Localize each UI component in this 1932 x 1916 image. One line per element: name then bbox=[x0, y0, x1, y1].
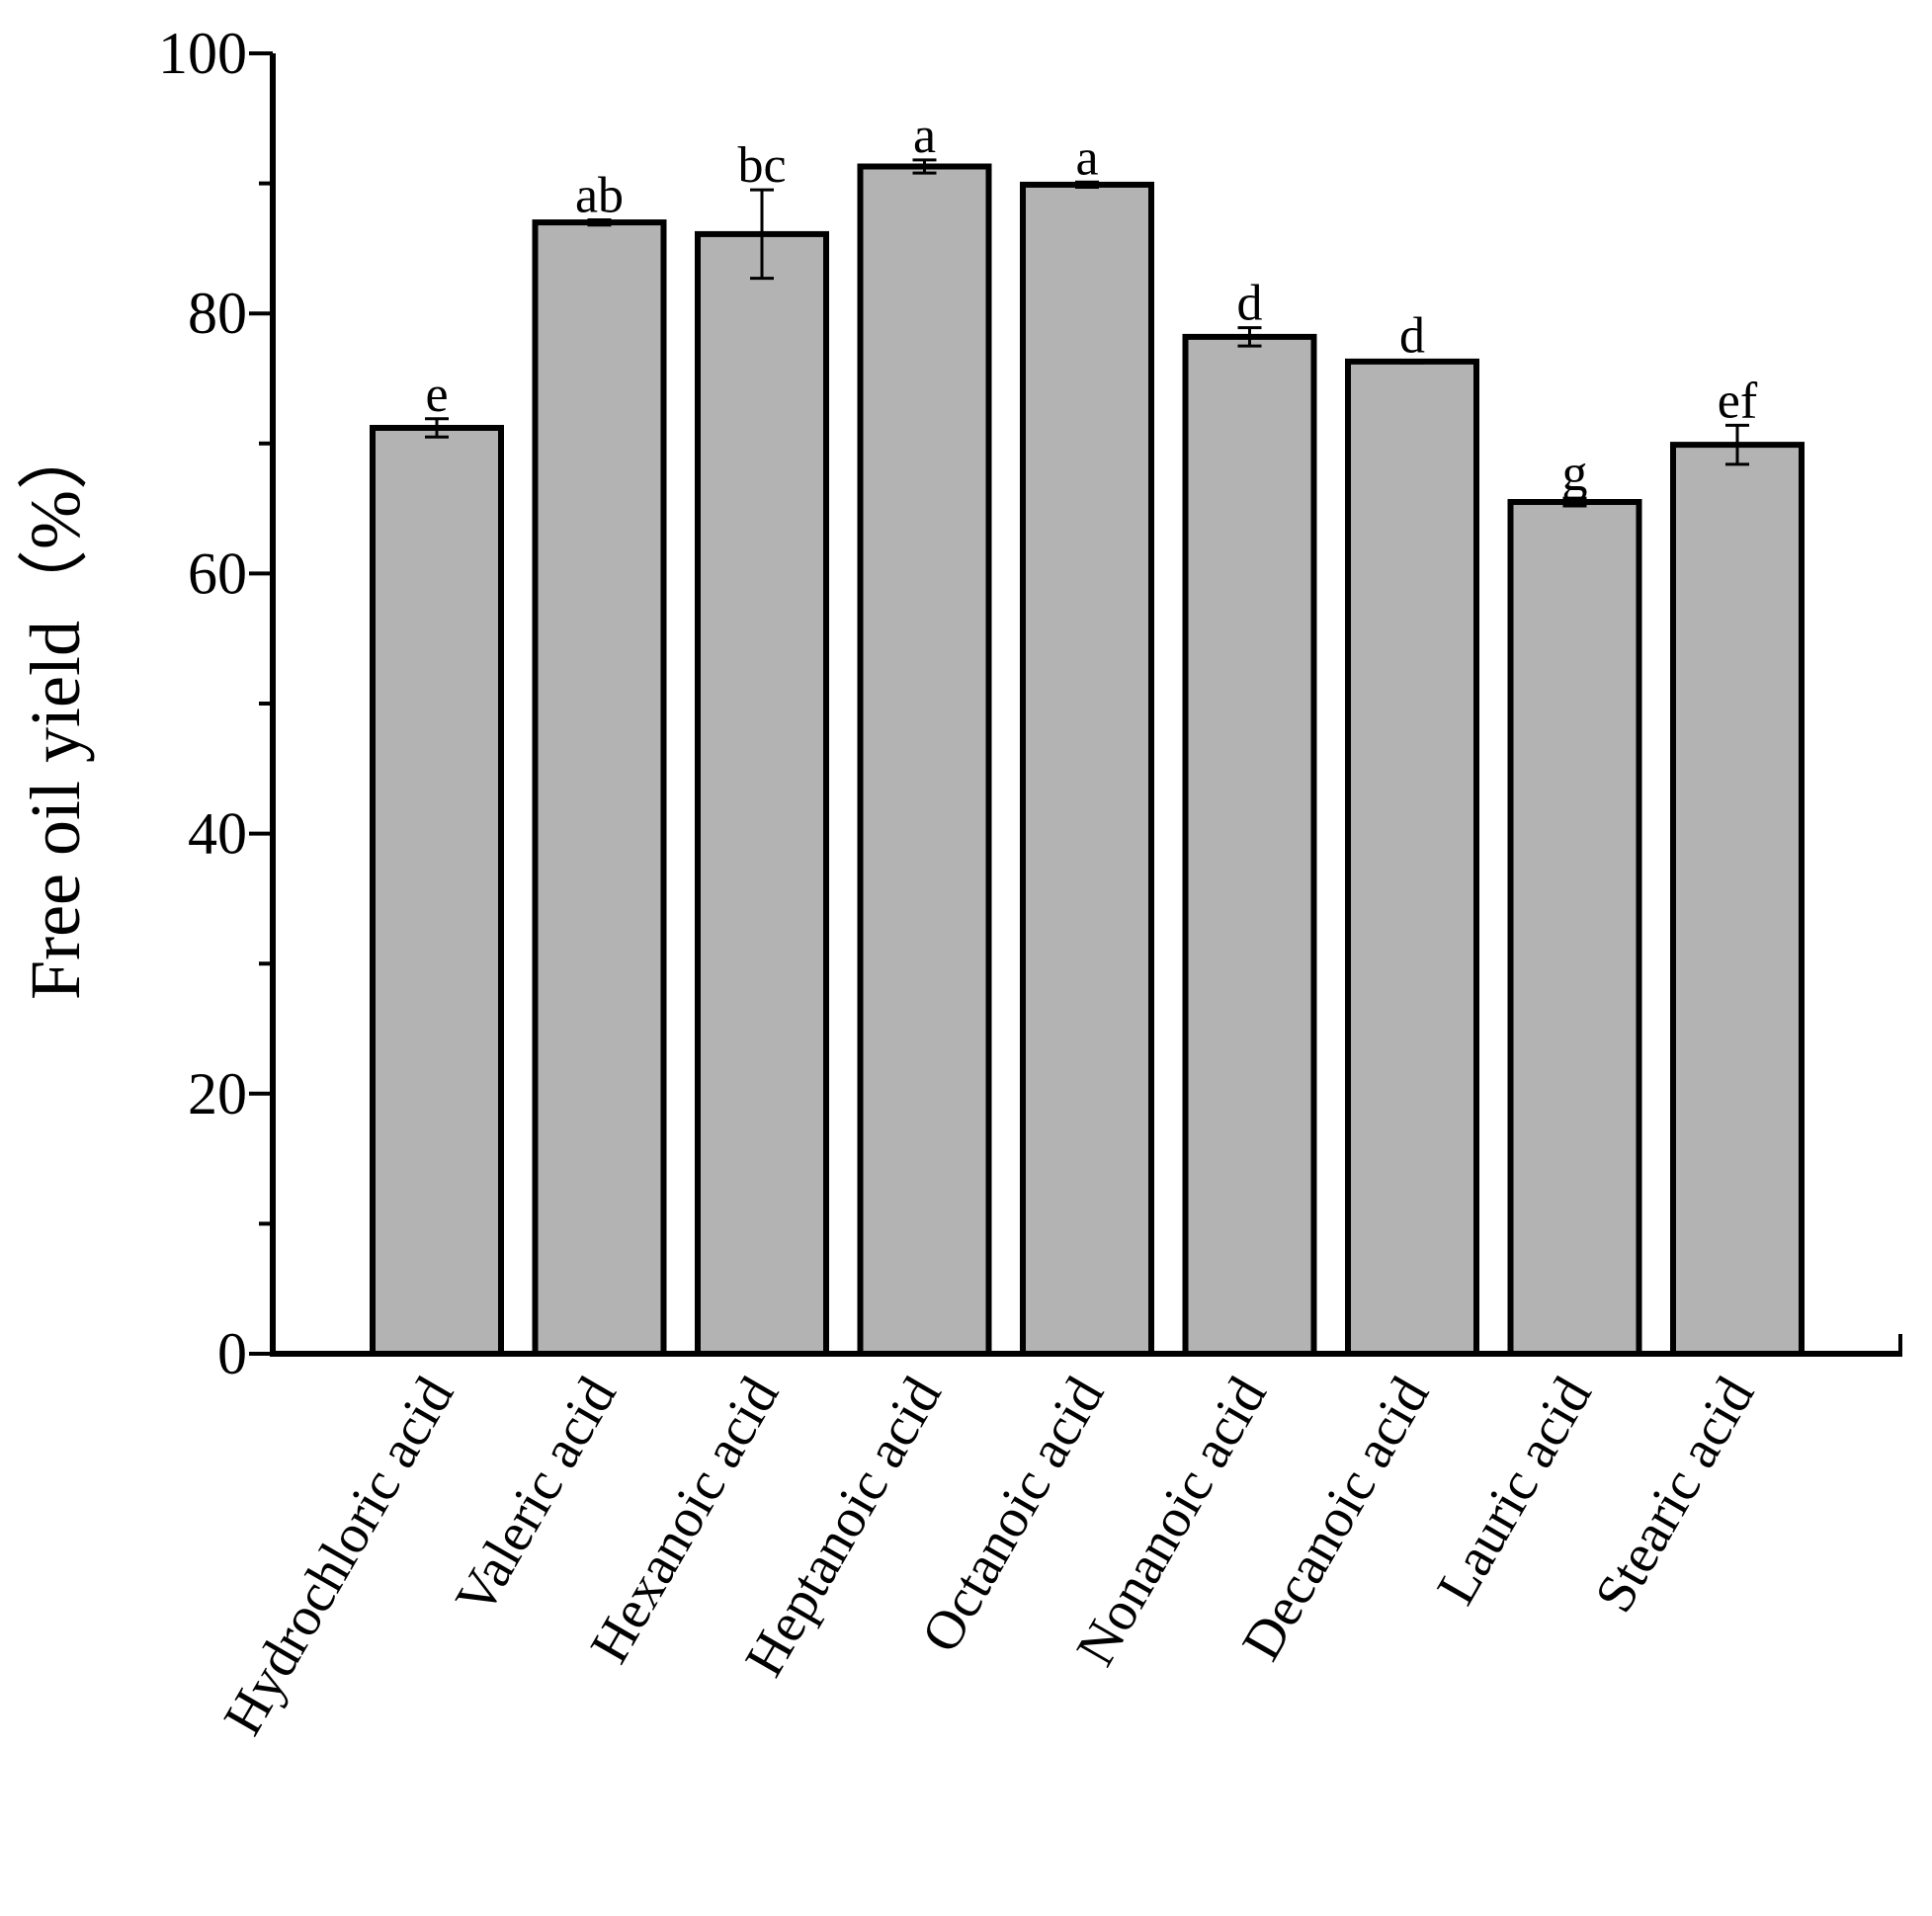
y-tick-label: 40 bbox=[188, 801, 247, 867]
significance-letter: ab bbox=[575, 167, 624, 223]
significance-letter: a bbox=[1075, 129, 1098, 186]
x-category-label: Lauric acid bbox=[1425, 1368, 1603, 1615]
significance-letter: d bbox=[1237, 276, 1263, 332]
y-tick-label: 100 bbox=[158, 21, 247, 86]
significance-letter: e bbox=[425, 367, 448, 423]
significance-letter: ef bbox=[1718, 373, 1758, 429]
bar bbox=[1182, 333, 1317, 1358]
y-tick-label: 60 bbox=[188, 541, 247, 606]
y-axis-title: Free oil yield（%） bbox=[16, 419, 95, 1000]
bar bbox=[370, 425, 504, 1357]
y-tick-label: 80 bbox=[188, 281, 247, 346]
significance-letter: d bbox=[1399, 308, 1425, 365]
bar bbox=[695, 230, 829, 1358]
significance-letter: g bbox=[1562, 446, 1588, 502]
bar bbox=[1670, 442, 1805, 1357]
y-tick-label: 0 bbox=[217, 1321, 247, 1386]
significance-letter: a bbox=[913, 108, 936, 164]
x-category-label: Valeric acid bbox=[444, 1368, 629, 1625]
y-tick-label: 20 bbox=[188, 1061, 247, 1126]
x-category-label: Stearic acid bbox=[1583, 1368, 1766, 1624]
bars bbox=[370, 163, 1805, 1358]
bar bbox=[1507, 499, 1642, 1357]
significance-letter: bc bbox=[737, 137, 786, 194]
bar bbox=[857, 163, 992, 1358]
bar bbox=[532, 219, 667, 1358]
error-bars bbox=[425, 158, 1749, 508]
significance-labels: e ab bc a a d d g ef bbox=[425, 108, 1757, 502]
bar bbox=[1020, 181, 1154, 1357]
x-category-label: Hydrochloric acid bbox=[212, 1368, 466, 1745]
bar bbox=[1345, 358, 1479, 1357]
